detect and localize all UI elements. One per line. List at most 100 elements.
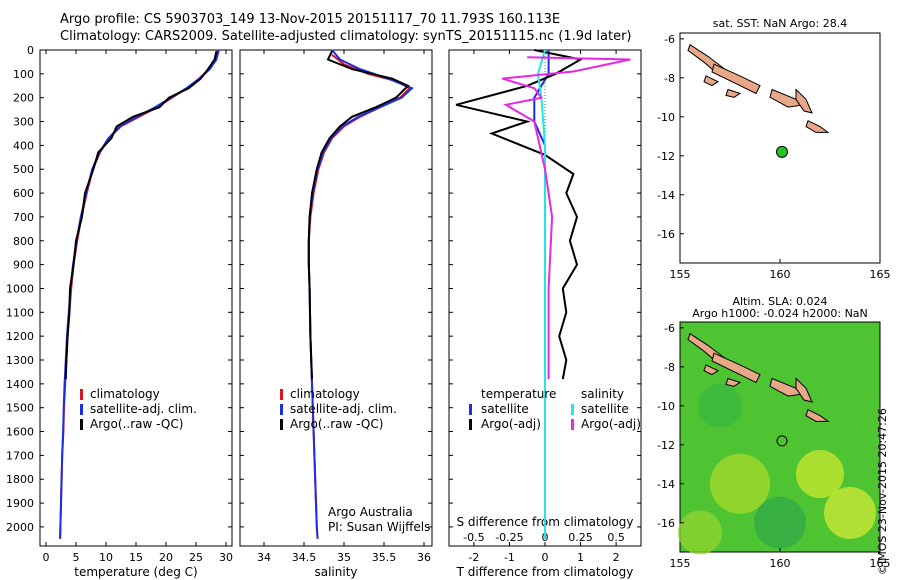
sst-map-ytick-label: -16 [657,228,675,241]
sla-map-island [703,364,720,376]
sst-map-island [769,88,804,108]
y-tick-label: 900 [13,259,34,272]
sla-map-island [725,377,742,387]
sst-map-island [703,75,720,87]
sla-map-ytick-label: -12 [657,439,675,452]
y-tick-label: 600 [13,187,34,200]
sla-map-ytick-label: -8 [664,361,675,374]
temperature-frame [39,49,233,547]
y-tick-label: 1500 [6,402,34,415]
y-tick-label: 1900 [6,497,34,510]
temperature-xtick-label: 5 [73,551,80,564]
temperature-legend-swatch [80,404,83,415]
difference-series-sal-argo-adj- [502,56,631,380]
temperature-xtick-label: 30 [219,551,233,564]
diff-legend-swatch [469,419,472,430]
sst-map-ytick-label: -12 [657,150,675,163]
y-tick-label: 500 [13,163,34,176]
diff-legend-left-label: Argo(-adj) [481,417,541,431]
sst-map-island [711,63,761,95]
figure-title-line2: Climatology: CARS2009. Satellite-adjuste… [60,29,632,44]
difference-series-argo-adj- [455,49,584,380]
diff-legend-swatch [469,404,472,415]
difference-stick-label: -0.25 [495,531,523,544]
sla-map-ytick-label: -10 [657,400,675,413]
sst-map-ytick-label: -14 [657,189,675,202]
sla-blob [710,453,770,514]
diff-legend-left-label: temperature [481,387,556,401]
diff-legend-swatch [571,419,574,430]
salinity-xtick-label: 36 [417,551,431,564]
y-tick-label: 200 [13,92,34,105]
sla-blob [824,487,876,540]
difference-xlabel: T difference from climatology [456,565,634,579]
y-tick-label: 1200 [6,330,34,343]
sla-map-ytick-label: -16 [657,517,675,530]
difference-stick-label: 0.5 [607,531,625,544]
temperature-legend-label: Argo(..raw -QC) [90,417,183,431]
temperature-legend-swatch [80,389,83,400]
sla-map-island [805,408,830,422]
difference-xtick-label: -1 [504,551,515,564]
sla-map-island [795,377,813,403]
difference-series-sal-satellite [536,49,546,539]
sst-map-xtick-label: 155 [670,268,691,281]
y-tick-label: 1600 [6,426,34,439]
sla-map-ytick-label: -6 [664,322,675,335]
difference-xtick-label: 1 [577,551,584,564]
temperature-xtick-label: 10 [99,551,113,564]
salinity-legend-label: satellite-adj. clim. [290,402,397,416]
salinity-xtick-label: 35 [337,551,351,564]
y-tick-label: 0 [27,44,34,57]
sla-map-island [769,377,804,397]
sla-blob [678,510,722,555]
salinity-legend-label: Argo(..raw -QC) [290,417,383,431]
temperature-legend-label: climatology [90,387,160,401]
salinity-xtick-label: 34 [257,551,271,564]
y-tick-label: 1000 [6,282,34,295]
sst-map-ytick-label: -8 [664,72,675,85]
y-tick-label: 400 [13,139,34,152]
difference-xtick-label: 0 [542,551,549,564]
diff-legend-right-label: salinity [581,387,624,401]
salinity-legend-swatch [280,389,283,400]
diff-legend-swatch [571,404,574,415]
sst-map-xtick-label: 165 [870,268,891,281]
salinity-xtick-label: 34.5 [292,551,317,564]
difference-xtick-label: -2 [468,551,479,564]
sst-map-xtick-label: 160 [770,268,791,281]
temperature-legend-label: satellite-adj. clim. [90,402,197,416]
sla-blob [796,450,844,499]
temperature-series-argo-raw-qc- [64,50,218,380]
sla-map-title1: Altim. SLA: 0.024 [732,295,827,308]
temperature-legend-swatch [80,419,83,430]
temperature-xlabel: temperature (deg C) [74,565,197,579]
sla-map-ytick-label: -14 [657,478,675,491]
diff-legend-left-label: satellite [481,402,529,416]
sla-map-island [711,352,761,384]
y-tick-label: 2000 [6,521,34,534]
y-tick-label: 300 [13,116,34,129]
sst-map-island [795,88,813,114]
figure-title-line1: Argo profile: CS 5903703_149 13-Nov-2015… [60,12,561,27]
sla-map-xtick-label: 155 [670,557,691,570]
sla-blob [698,383,742,428]
temperature-xtick-label: 25 [189,551,203,564]
imos-credit: ©IMOS 23-Nov-2015 20:47:26 [876,408,889,575]
salinity-series-argo-raw-qc- [307,50,410,380]
sla-blob [754,496,806,549]
y-tick-label: 700 [13,211,34,224]
y-tick-label: 100 [13,68,34,81]
diff-legend-right-label: Argo(-adj) [581,417,641,431]
salinity-legend-label: climatology [290,387,360,401]
temperature-xtick-label: 15 [129,551,143,564]
sst-map-ytick-label: -6 [664,33,675,46]
difference-stick-label: 0.25 [568,531,593,544]
difference-stick-label: -0.5 [463,531,484,544]
salinity-annotation: Argo Australia [328,505,413,519]
salinity-legend-swatch [280,404,283,415]
sla-map-float-marker [776,435,788,447]
sst-map-island [725,88,742,98]
diff-legend-right-label: satellite [581,402,629,416]
salinity-annotation: PI: Susan Wijffels [328,520,430,534]
